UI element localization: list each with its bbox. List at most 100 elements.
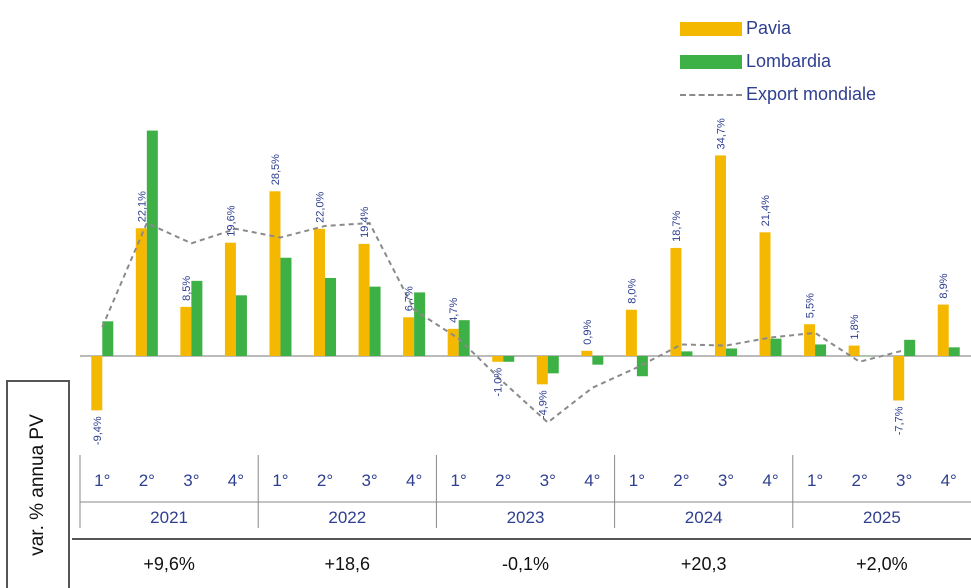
quarter-label: 1° [94,471,110,490]
bar-pavia [224,242,236,356]
quarter-label: 2° [673,471,689,490]
quarter-label: 1° [272,471,288,490]
data-label: -7,7% [894,406,906,435]
quarter-label: 2° [851,471,867,490]
bar-lombardia [102,321,114,356]
data-label: 19,4% [359,206,371,237]
bar-pavia [180,306,192,356]
bar-pavia [893,356,905,401]
data-label: 0,9% [582,320,594,345]
year-label: 2024 [685,508,723,527]
data-label: 34,7% [715,118,727,149]
bar-lombardia [503,356,515,362]
bar-lombardia [369,286,381,356]
bar-lombardia [725,348,737,356]
bar-pavia [91,356,103,411]
data-label: -9,4% [92,416,104,445]
legend-swatch-lombardia [680,54,742,69]
bar-pavia [403,317,415,356]
bar-pavia [670,247,682,356]
year-label: 2023 [507,508,545,527]
data-label: 4,7% [448,298,460,323]
quarter-label: 1° [451,471,467,490]
quarter-label: 2° [495,471,511,490]
legend-label-pavia: Pavia [746,18,792,38]
data-label: -1,0% [493,368,505,397]
quarter-label: 3° [896,471,912,490]
quarter-label: 1° [807,471,823,490]
data-label: 22,0% [315,191,327,222]
legend-swatch-export [680,93,742,96]
quarter-label: 2° [317,471,333,490]
bar-lombardia [191,280,203,356]
quarter-label: 4° [584,471,600,490]
series-line-export-mondiale [101,221,905,424]
data-label: -4,9% [537,390,549,419]
bar-lombardia [146,130,158,356]
quarter-label: 3° [718,471,734,490]
quarter-label: 1° [629,471,645,490]
year-label: 2022 [328,508,366,527]
y-axis-label: var. % annua PV [27,414,48,556]
bar-pavia [848,345,860,356]
quarter-label: 3° [183,471,199,490]
legend-swatch-pavia [680,21,742,36]
data-label: 8,5% [181,276,193,301]
data-label: 21,4% [760,195,772,226]
legend-item-pavia: Pavia [680,12,876,45]
bar-pavia [804,324,816,356]
bar-lombardia [770,338,782,356]
bar-pavia [714,155,726,356]
bar-lombardia [948,347,960,356]
bar-pavia [492,356,504,362]
bar-lombardia [815,344,827,356]
bar-lombardia [547,356,559,374]
bar-lombardia [280,257,292,356]
bar-lombardia [636,356,648,377]
bar-pavia [135,228,147,356]
bar-lombardia [325,277,337,356]
bar-pavia [447,328,459,356]
bar-lombardia [458,320,470,356]
bar-pavia [581,350,593,356]
bar-pavia [314,228,326,356]
data-label: 28,5% [270,154,282,185]
bar-lombardia [904,339,916,356]
data-label: 19,6% [225,205,237,236]
legend-item-export: Export mondiale [680,78,876,111]
quarter-label: 4° [941,471,957,490]
legend: Pavia Lombardia Export mondiale [680,12,876,111]
annual-value: -0,1% [502,554,549,574]
annual-value: +18,6 [325,554,371,574]
bar-pavia [536,356,548,385]
bar-lombardia [681,351,693,356]
data-label: 5,5% [805,293,817,318]
legend-item-lombardia: Lombardia [680,45,876,78]
bar-pavia [358,243,370,356]
data-label: 8,0% [626,278,638,303]
bar-lombardia [859,356,871,357]
data-label: 8,9% [938,273,950,298]
annual-value: +9,6% [143,554,195,574]
y-axis-label-box: var. % annua PV [6,380,70,588]
quarter-label: 4° [228,471,244,490]
year-label: 2025 [863,508,901,527]
bar-lombardia [592,356,604,365]
data-label: 22,1% [136,191,148,222]
annual-value: +20,3 [681,554,727,574]
bar-pavia [759,232,771,356]
bar-pavia [269,191,281,356]
legend-label-export: Export mondiale [746,84,877,104]
year-label: 2021 [150,508,188,527]
quarter-label: 2° [139,471,155,490]
bar-pavia [625,309,637,356]
data-label: 1,8% [849,314,861,339]
quarter-label: 4° [762,471,778,490]
annual-value: +2,0% [856,554,908,574]
bar-pavia [937,304,949,356]
quarter-label: 3° [540,471,556,490]
legend-label-lombardia: Lombardia [746,51,832,71]
data-label: 18,7% [671,211,683,242]
data-label: 6,7% [404,286,416,311]
